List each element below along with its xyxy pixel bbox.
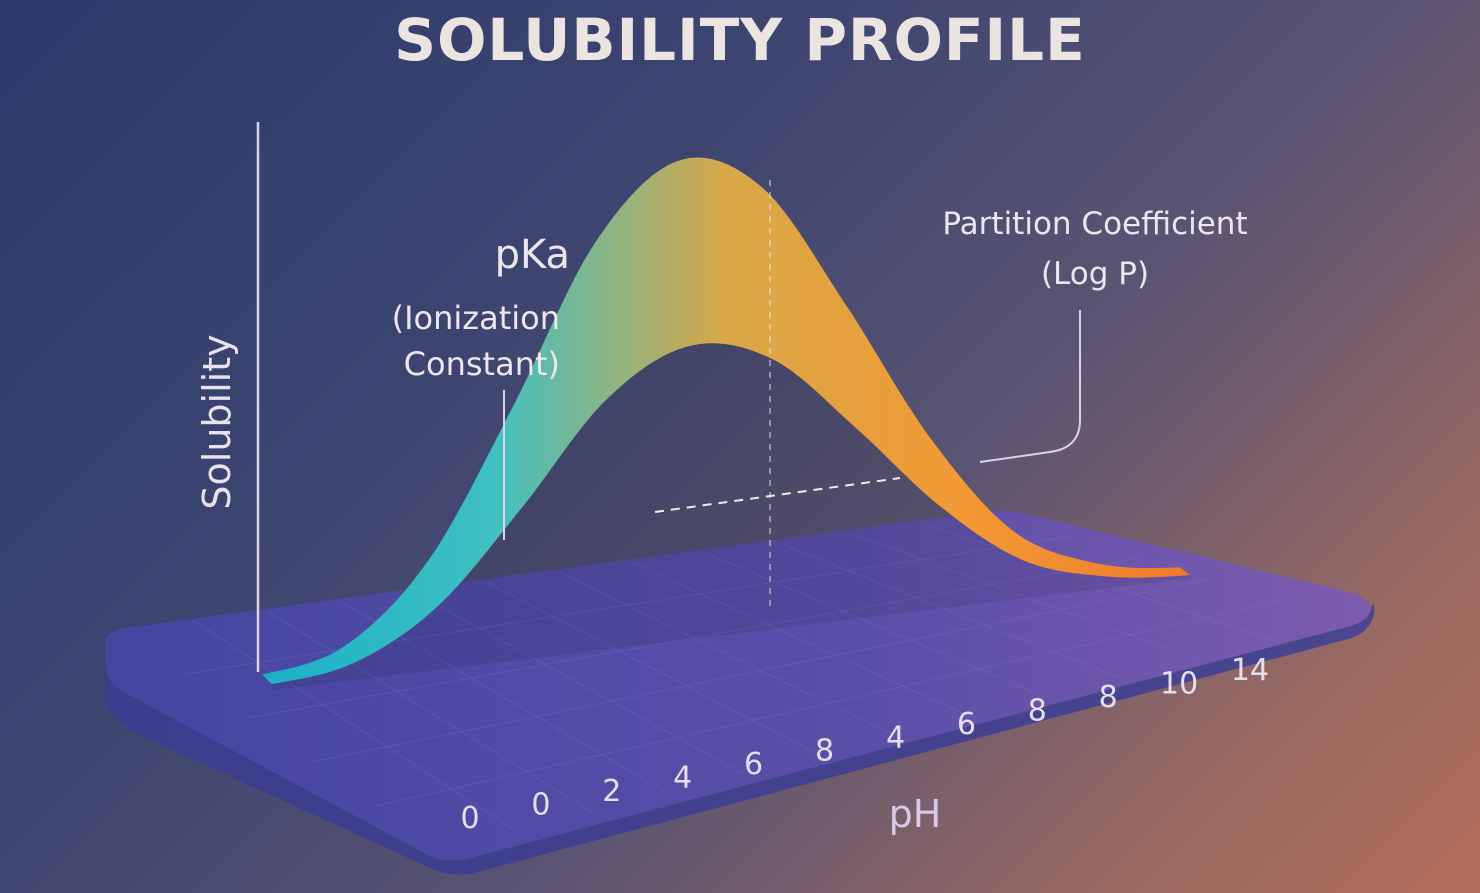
chart-title: SOLUBILITY PROFILE <box>394 6 1086 74</box>
pka-sublabel: (Ionization Constant) <box>360 295 560 387</box>
solubility-curve <box>262 157 1190 685</box>
x-tick-label: 14 <box>1231 653 1269 688</box>
grid-line <box>486 581 820 756</box>
logp-label: Partition Coefficient <box>942 206 1248 242</box>
x-tick-label: 0 <box>531 788 550 823</box>
logp-leader-line <box>979 310 1081 463</box>
grid-line <box>706 552 1047 699</box>
x-tick-label: 6 <box>957 707 976 742</box>
grid-line <box>375 600 1281 807</box>
logp-sublabel: (Log P) <box>1040 256 1150 292</box>
x-axis-label: pH <box>888 792 942 836</box>
x-tick-label: 6 <box>744 747 763 782</box>
grid-line <box>633 562 972 718</box>
x-tick-label: 2 <box>602 774 621 809</box>
grid-line <box>559 572 896 737</box>
grid-line <box>193 619 517 832</box>
grid-line <box>247 557 1141 719</box>
x-tick-label: 8 <box>1099 680 1118 715</box>
x-tick-label: 8 <box>815 734 834 769</box>
grid-line <box>266 610 592 813</box>
x-tick-label: 4 <box>886 720 905 755</box>
grid-line <box>311 578 1211 763</box>
grid-line <box>926 524 1275 642</box>
grid-line <box>413 591 744 775</box>
grid-line <box>853 533 1199 661</box>
x-tick-label: 0 <box>460 801 479 836</box>
solubility-curve-back <box>272 343 1190 690</box>
x-tick-labels: 0 0 2 4 6 8 4 6 8 8 10 14 <box>460 653 1269 836</box>
platform-grid <box>183 524 1281 832</box>
pka-sublabel-line2: Constant) <box>403 345 560 383</box>
pka-label: pKa <box>494 232 570 278</box>
x-tick-label: 10 <box>1160 667 1198 702</box>
grid-line <box>183 535 1071 675</box>
grid-line <box>779 543 1123 680</box>
pka-sublabel-line1: (Ionization <box>391 299 560 337</box>
x-tick-label: 4 <box>673 761 692 796</box>
y-axis-label-text: Solubility <box>195 334 239 510</box>
x-tick-label: 8 <box>1028 693 1047 728</box>
